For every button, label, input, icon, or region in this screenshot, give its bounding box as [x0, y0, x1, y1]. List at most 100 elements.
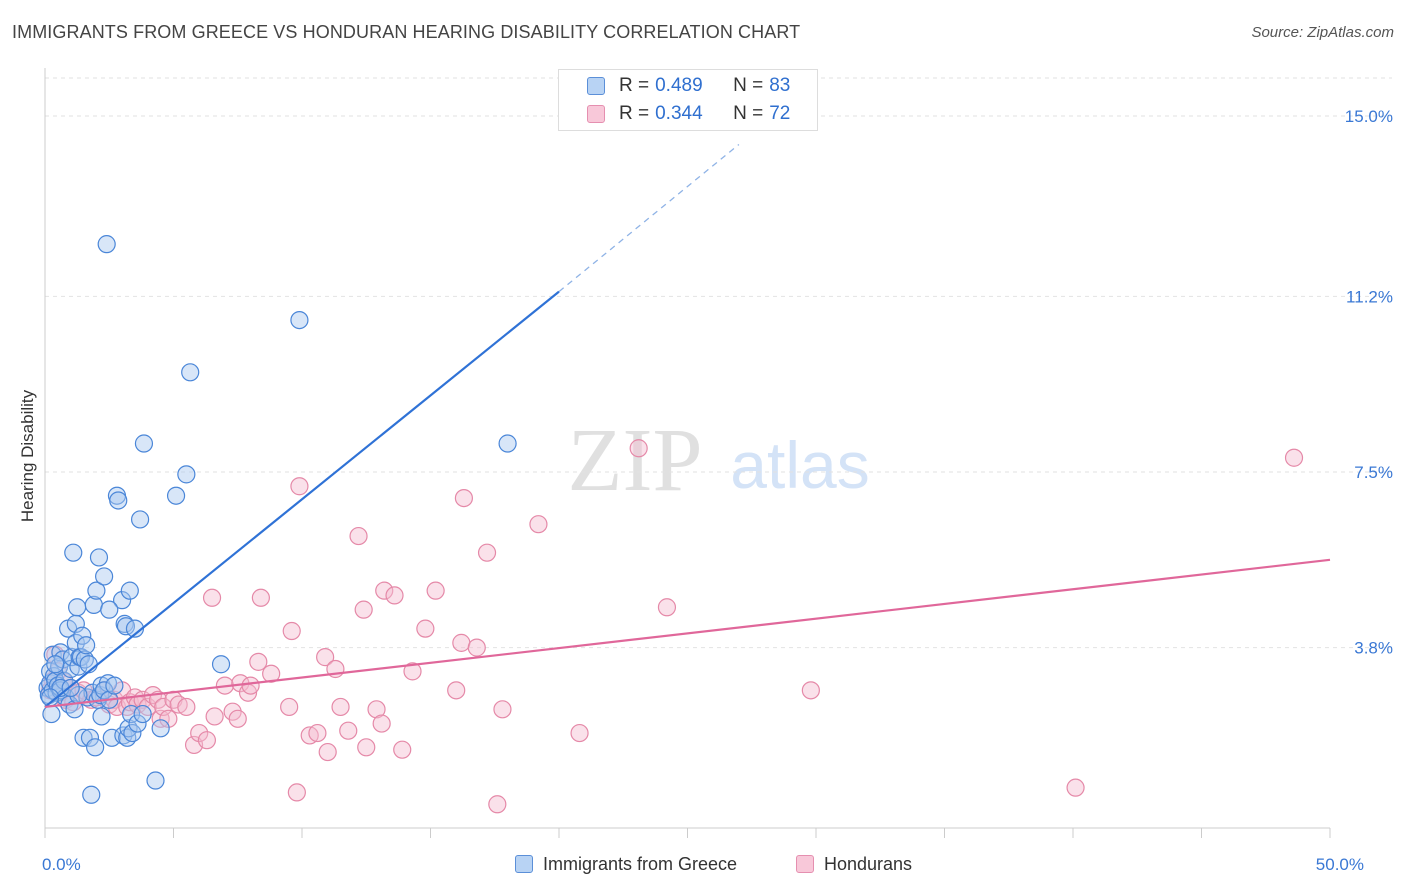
- hondurans-point: [452, 633, 471, 652]
- greece-point: [498, 434, 517, 453]
- legend-row-greece: R = 0.489 N = 83: [559, 73, 790, 99]
- greece-point: [79, 655, 98, 674]
- hondurans-point: [657, 598, 677, 617]
- hondurans-point: [287, 783, 306, 802]
- greece-point: [82, 785, 101, 804]
- greece-point: [95, 681, 114, 700]
- axes: [44, 68, 1331, 838]
- hondurans-point: [357, 738, 376, 757]
- correlation-legend: R = 0.489 N = 83 R = 0.344 N = 72: [558, 69, 818, 131]
- greece-point: [105, 676, 124, 695]
- hondurans-point: [308, 723, 327, 743]
- x-tick-label: 50.0%: [1316, 855, 1364, 874]
- hondurans-point: [318, 742, 337, 762]
- hondurans-point: [367, 700, 386, 719]
- legend-label: Hondurans: [824, 853, 913, 874]
- hondurans-point: [493, 700, 512, 719]
- greece-point: [80, 728, 100, 747]
- greece-point: [97, 235, 116, 254]
- hondurans-point: [202, 588, 222, 607]
- greece-point: [92, 707, 111, 726]
- legend-n-label: N =: [733, 75, 764, 96]
- hondurans-point: [416, 619, 435, 638]
- greece-point: [42, 704, 61, 724]
- hondurans-point: [262, 664, 281, 683]
- legend-item-greece: Immigrants from Greece: [515, 852, 737, 876]
- y-tick-label: 3.8%: [1354, 639, 1393, 658]
- watermark: ZIP atlas: [568, 411, 870, 510]
- hondurans-point: [385, 586, 404, 605]
- hondurans-point: [629, 439, 648, 458]
- y-tick-label: 7.5%: [1354, 463, 1393, 482]
- hondurans-point: [375, 581, 394, 600]
- greece-point: [73, 626, 92, 645]
- hondurans-point: [205, 707, 224, 726]
- hondurans-point: [570, 723, 589, 743]
- hondurans-point: [488, 795, 507, 814]
- hondurans-point: [251, 588, 270, 607]
- legend-n-label: N =: [733, 103, 764, 124]
- chart-source: Source: ZipAtlas.com: [1251, 24, 1394, 41]
- legend-item-hondurans: Hondurans: [796, 852, 912, 876]
- greece-point: [112, 591, 132, 610]
- watermark-zip: ZIP: [568, 411, 703, 510]
- legend-r-label: R =: [619, 103, 650, 124]
- greece-point: [77, 636, 96, 655]
- legend-swatch-pink: [796, 855, 814, 873]
- greece-point: [166, 486, 186, 505]
- legend-swatch-blue: [515, 855, 533, 873]
- legend-label: Immigrants from Greece: [543, 853, 738, 874]
- greece-point: [128, 714, 147, 733]
- legend-n-value: 72: [769, 103, 791, 124]
- greece-point: [146, 771, 165, 790]
- hondurans-point: [477, 543, 497, 562]
- greece-point: [89, 548, 109, 567]
- hondurans-point: [349, 526, 368, 546]
- hondurans-point: [197, 731, 217, 750]
- hondurans-point: [316, 648, 335, 667]
- hondurans-point: [228, 709, 247, 728]
- greece-point: [86, 738, 105, 757]
- hondurans-point: [447, 681, 466, 700]
- legend-r-value: 0.344: [655, 103, 703, 124]
- greece-point: [95, 567, 114, 586]
- x-tick-label: 0.0%: [42, 855, 81, 874]
- greece-point: [133, 704, 152, 724]
- greece-point: [102, 728, 121, 747]
- legend-r-label: R =: [619, 75, 650, 96]
- hondurans-point: [290, 477, 309, 496]
- greece-trend-line: [44, 290, 560, 708]
- legend-n-value: 83: [769, 75, 791, 96]
- watermark-atlas: atlas: [730, 428, 869, 502]
- trend-lines: [44, 143, 1331, 709]
- tick-labels: 3.8% 7.5% 11.2% 15.0% 0.0% 50.0%: [42, 107, 1393, 874]
- hondurans-point: [529, 515, 548, 534]
- hondurans-point: [282, 621, 301, 641]
- hondurans-point: [393, 740, 412, 759]
- hondurans-point: [1284, 448, 1304, 467]
- hondurans-point: [331, 697, 350, 717]
- greece-point: [46, 655, 65, 674]
- grid-lines: [45, 77, 1392, 649]
- greece-point: [151, 719, 170, 738]
- hondurans-point: [354, 600, 373, 619]
- legend-r-value: 0.489: [655, 75, 703, 96]
- hondurans-point: [801, 681, 820, 700]
- greece-point: [181, 363, 200, 382]
- greece-trend-extension: [558, 143, 740, 293]
- greece-point: [51, 643, 70, 662]
- hondurans-point: [467, 638, 486, 657]
- hondurans-point: [177, 697, 196, 717]
- greece-points: [38, 235, 517, 804]
- y-axis-label: Hearing Disability: [18, 389, 37, 522]
- greece-point: [134, 434, 154, 453]
- hondurans-point: [403, 662, 422, 681]
- y-tick-label: 11.2%: [1346, 287, 1393, 306]
- greece-point: [87, 581, 106, 600]
- hondurans-point: [249, 652, 268, 671]
- greece-point: [100, 600, 119, 619]
- hondurans-point: [151, 709, 170, 728]
- hondurans-point: [454, 488, 474, 508]
- greece-point: [290, 310, 309, 330]
